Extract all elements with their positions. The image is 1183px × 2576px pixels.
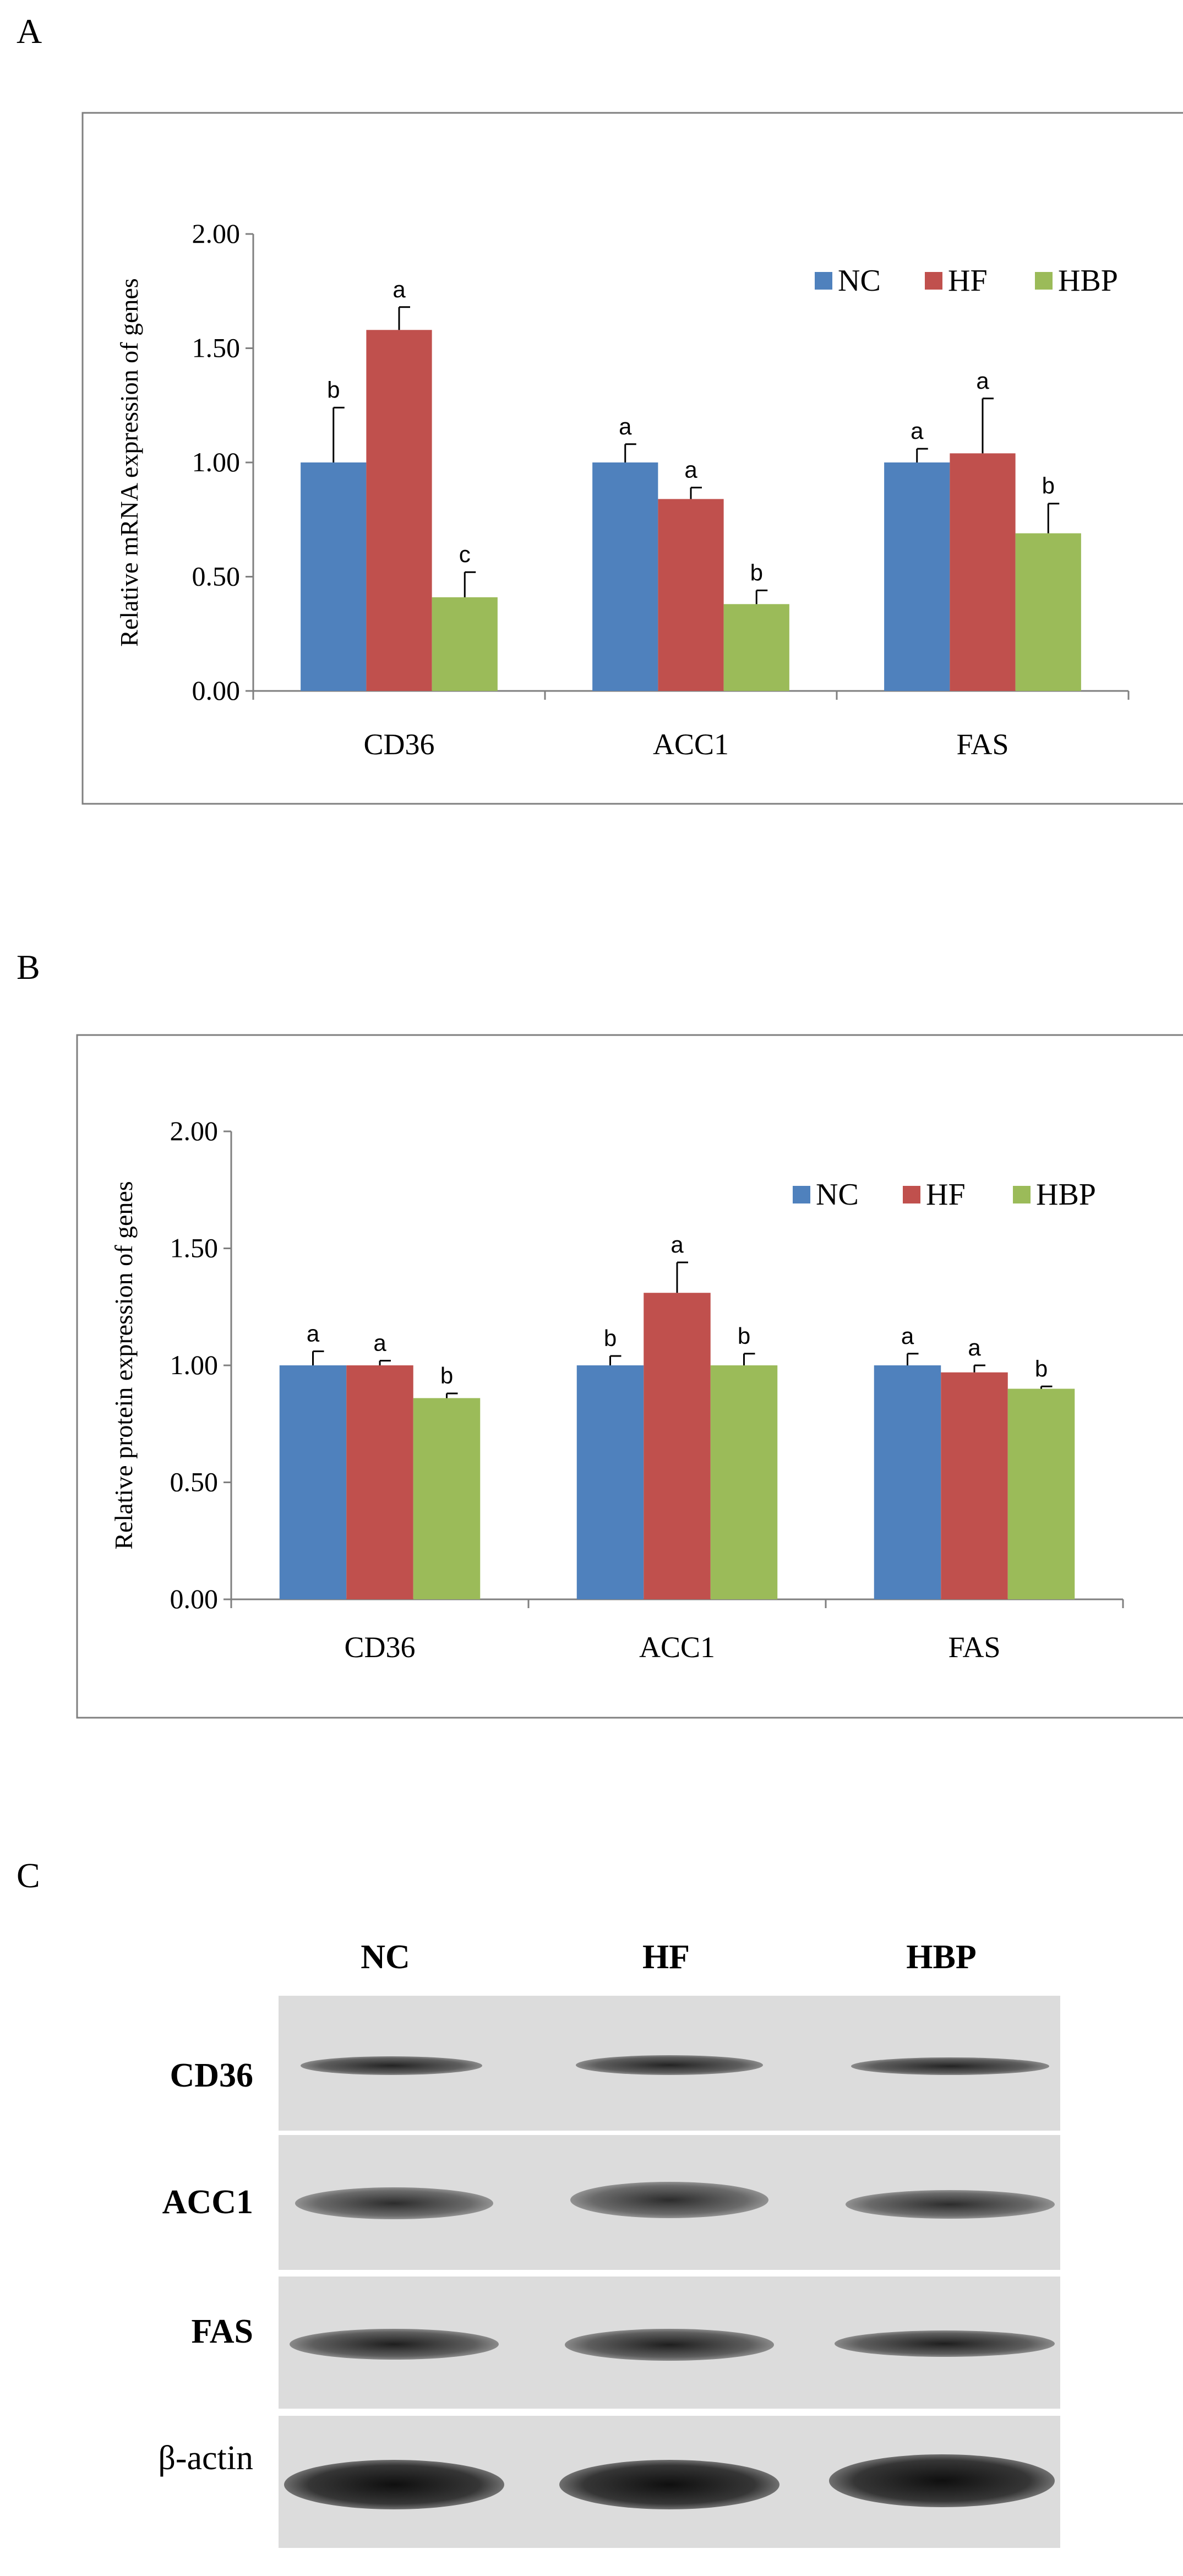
chart-a: 0.00 0.50 1.00 1.50 2.00 CD36 b a c ACC1 a a b FAS a a b… (81, 112, 1183, 805)
bar (950, 453, 1016, 691)
blot-lane-hf: HF (642, 1938, 690, 1976)
bar (413, 1398, 481, 1599)
category-label: CD36 (344, 1631, 415, 1664)
blot-band (576, 2055, 763, 2075)
blot-band (559, 2460, 779, 2509)
significance-label: b (1042, 473, 1055, 499)
significance-label: a (911, 418, 924, 444)
y-tick-label: 1.50 (170, 1233, 219, 1264)
y-axis-label: Relative mRNA expression of genes (115, 278, 143, 646)
blot-band (284, 2460, 504, 2509)
category-label: ACC1 (653, 728, 729, 761)
legend-swatch (1013, 1186, 1031, 1203)
category-label: ACC1 (639, 1631, 715, 1664)
panel-letter-b: B (17, 947, 40, 987)
blot-row-label-fas: FAS (191, 2313, 253, 2350)
legend-swatch (793, 1186, 810, 1203)
significance-label: a (373, 1330, 386, 1356)
significance-label: a (684, 457, 697, 483)
significance-label: a (670, 1232, 684, 1257)
blot-row-label-beta-actin: β-actin (158, 2439, 253, 2477)
significance-label: a (968, 1335, 981, 1360)
bar (279, 1365, 347, 1599)
bar (366, 330, 432, 691)
blot-row-label-acc1: ACC1 (162, 2183, 253, 2221)
legend-label: HBP (1058, 264, 1118, 298)
bar (576, 1365, 644, 1599)
bar (432, 597, 498, 691)
blot-band (570, 2182, 768, 2218)
bar (884, 462, 950, 691)
blot-strip-cd36 (279, 1996, 1060, 2131)
panel-letter-c: C (17, 1856, 40, 1895)
category-label: CD36 (363, 728, 434, 761)
blot-strip-acc1 (279, 2135, 1060, 2270)
blot-band (290, 2329, 499, 2360)
legend-label: NC (816, 1178, 859, 1212)
bar (941, 1372, 1008, 1599)
bar (874, 1365, 941, 1599)
bar (1015, 533, 1081, 691)
bar (592, 462, 658, 691)
chart-frame (81, 112, 1183, 805)
blot-strip-beta-actin (279, 2416, 1060, 2548)
blot-band (295, 2187, 493, 2219)
legend-swatch (903, 1186, 920, 1203)
bar (723, 604, 789, 691)
y-tick-label: 1.00 (170, 1349, 219, 1380)
blot-row-label-cd36: CD36 (170, 2057, 253, 2094)
bar (301, 462, 367, 691)
significance-label: b (1035, 1355, 1048, 1381)
significance-label: b (750, 559, 763, 585)
y-tick-label: 1.00 (192, 446, 241, 477)
y-tick-label: 0.00 (192, 675, 241, 706)
significance-label: b (738, 1323, 750, 1349)
blot-band (835, 2330, 1055, 2357)
y-tick-label: 0.00 (170, 1583, 219, 1614)
significance-label: c (459, 541, 471, 567)
bar (1007, 1388, 1075, 1599)
blot-band (565, 2329, 774, 2361)
chart-frame (76, 1034, 1183, 1719)
bar (658, 499, 724, 691)
significance-label: a (392, 276, 406, 302)
chart-b: 0.00 0.50 1.00 1.50 2.00 CD36 a a b ACC1 b a b FAS a a b… (76, 1034, 1183, 1719)
y-axis-label: Relative protein expression of genes (110, 1181, 138, 1549)
significance-label: b (604, 1325, 617, 1351)
significance-label: a (976, 368, 989, 394)
blot-lane-hbp: HBP (906, 1938, 977, 1976)
legend-label: HF (926, 1178, 966, 1212)
bar (346, 1365, 413, 1599)
y-tick-label: 2.00 (192, 218, 241, 249)
significance-label: b (440, 1363, 453, 1388)
blot-band (846, 2190, 1055, 2219)
legend-label: HBP (1036, 1178, 1096, 1212)
panel-letter-a: A (17, 12, 42, 51)
y-tick-label: 0.50 (170, 1467, 219, 1497)
legend-label: NC (838, 264, 881, 298)
category-label: FAS (956, 728, 1008, 761)
blot-band (851, 2057, 1049, 2075)
legend-swatch (815, 272, 832, 290)
significance-label: a (901, 1323, 914, 1349)
legend-swatch (925, 272, 942, 290)
blot-strip-fas (279, 2277, 1060, 2409)
bar (710, 1365, 778, 1599)
y-tick-label: 0.50 (192, 561, 241, 592)
bar (644, 1293, 711, 1599)
y-tick-label: 2.00 (170, 1115, 219, 1146)
blot-band (301, 2056, 482, 2075)
legend-label: HF (948, 264, 988, 298)
blot-lane-nc: NC (361, 1938, 410, 1976)
legend-swatch (1035, 272, 1053, 290)
blot-band (829, 2454, 1055, 2507)
significance-label: b (327, 377, 340, 402)
y-tick-label: 1.50 (192, 333, 241, 363)
significance-label: a (307, 1321, 320, 1347)
significance-label: a (619, 413, 632, 439)
category-label: FAS (948, 1631, 1000, 1664)
